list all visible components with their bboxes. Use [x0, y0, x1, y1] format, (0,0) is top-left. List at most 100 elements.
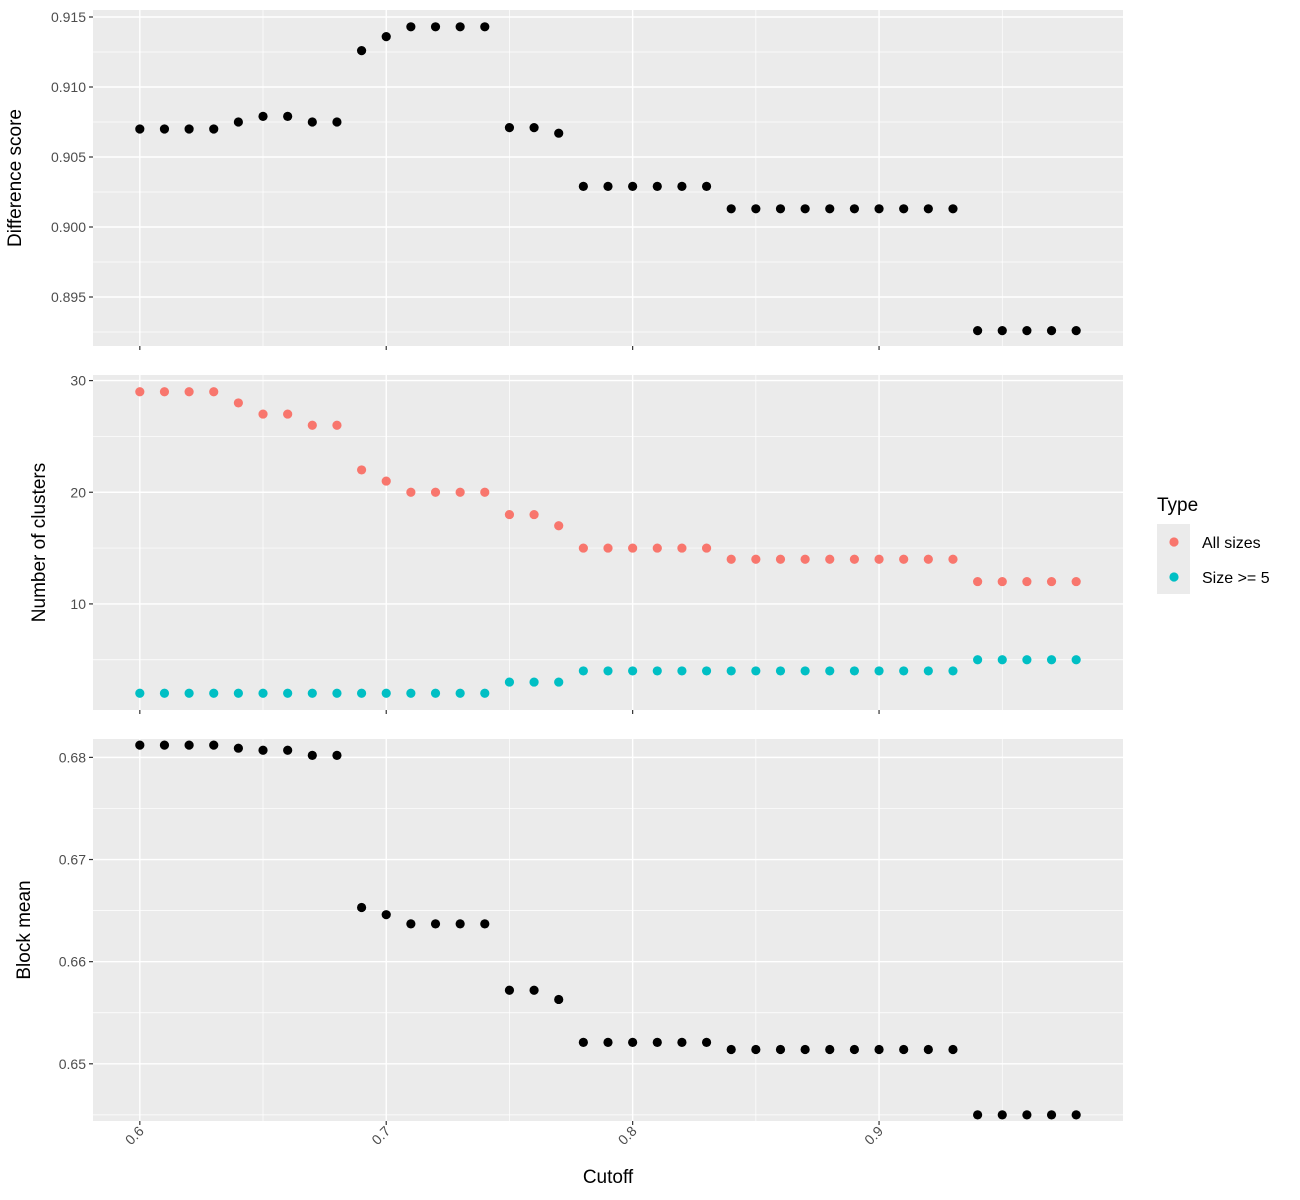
data-point — [135, 387, 145, 397]
data-point — [430, 919, 441, 929]
data-point — [628, 666, 638, 676]
y-axis-title: Difference score — [5, 109, 26, 247]
data-point — [356, 46, 367, 56]
data-point — [209, 688, 219, 698]
series-1-1 — [135, 22, 1081, 336]
data-point — [751, 666, 761, 676]
data-point — [800, 1044, 810, 1055]
data-point — [849, 666, 860, 676]
data-point — [578, 1037, 588, 1047]
legend: Type All sizes Size >= 5 — [1157, 495, 1270, 594]
data-point — [899, 554, 909, 564]
y-tick-label: 0.66 — [59, 954, 86, 970]
data-point — [1046, 655, 1057, 665]
data-point — [159, 740, 170, 750]
data-point — [455, 22, 465, 32]
data-point — [209, 740, 219, 750]
data-point — [381, 910, 391, 920]
data-point — [825, 204, 835, 214]
data-point — [356, 902, 367, 913]
data-point — [628, 1037, 638, 1047]
data-point — [430, 487, 441, 497]
data-point — [948, 1044, 958, 1055]
panel-2: 10 20 30 Number of clusters — [29, 373, 1123, 714]
data-point — [332, 750, 342, 760]
data-point — [800, 204, 810, 214]
data-point — [332, 117, 342, 127]
data-point — [283, 688, 293, 698]
data-point — [504, 509, 515, 520]
data-point — [135, 740, 145, 750]
legend-key — [1169, 537, 1179, 547]
data-point — [825, 1044, 835, 1055]
data-point — [849, 1044, 860, 1055]
data-point — [603, 181, 613, 191]
data-point — [332, 688, 342, 698]
data-point — [726, 204, 736, 214]
data-point — [677, 666, 687, 676]
data-point — [529, 985, 539, 995]
data-point — [603, 1037, 613, 1047]
y-axis-title: Number of clusters — [29, 463, 50, 622]
data-point — [899, 204, 909, 214]
legend-title: Type — [1157, 495, 1198, 516]
data-point — [899, 666, 909, 676]
data-point — [554, 128, 564, 138]
data-point — [652, 666, 662, 676]
data-point — [184, 124, 194, 134]
data-point — [480, 487, 490, 497]
data-point — [899, 1044, 909, 1055]
data-point — [258, 111, 268, 121]
data-point — [726, 666, 736, 676]
series-2-2 — [135, 655, 1081, 698]
panel-background — [93, 375, 1123, 710]
data-point — [800, 666, 810, 676]
data-point — [554, 677, 564, 687]
data-point — [997, 655, 1007, 665]
data-point — [258, 688, 268, 698]
data-point — [603, 666, 613, 676]
data-point — [455, 487, 465, 497]
data-point — [997, 1110, 1007, 1120]
data-point — [307, 750, 317, 760]
panel-3: 0.65 0.66 0.67 0.68 Block mean — [14, 739, 1123, 1125]
data-point — [430, 22, 441, 32]
data-point — [480, 919, 490, 929]
data-point — [652, 543, 662, 553]
data-point — [1071, 576, 1081, 587]
data-point — [578, 181, 588, 191]
y-tick-label: 0.905 — [51, 149, 86, 165]
data-point — [529, 509, 539, 520]
data-point — [1071, 655, 1081, 665]
data-point — [751, 204, 761, 214]
data-point — [1046, 576, 1057, 587]
data-point — [874, 554, 884, 564]
data-point — [973, 576, 983, 587]
data-point — [184, 740, 194, 750]
data-point — [135, 688, 145, 698]
data-point — [775, 204, 786, 214]
data-point — [332, 420, 342, 430]
data-point — [775, 1044, 786, 1055]
data-point — [603, 543, 613, 553]
data-point — [800, 554, 810, 564]
y-tick-label: 0.65 — [59, 1056, 86, 1072]
y-tick-label: 0.68 — [59, 749, 86, 765]
data-point — [504, 123, 515, 133]
data-point — [381, 688, 391, 698]
data-point — [406, 22, 416, 32]
data-point — [923, 204, 933, 214]
y-tick-label: 10 — [70, 596, 86, 612]
data-point — [356, 688, 367, 698]
data-point — [825, 554, 835, 564]
data-point — [406, 919, 416, 929]
data-point — [381, 476, 391, 486]
data-point — [258, 745, 268, 755]
data-point — [677, 181, 687, 191]
data-point — [825, 666, 835, 676]
data-point — [480, 688, 490, 698]
data-point — [529, 123, 539, 133]
y-tick-label: 20 — [70, 484, 86, 500]
data-point — [751, 554, 761, 564]
data-point — [652, 1037, 662, 1047]
